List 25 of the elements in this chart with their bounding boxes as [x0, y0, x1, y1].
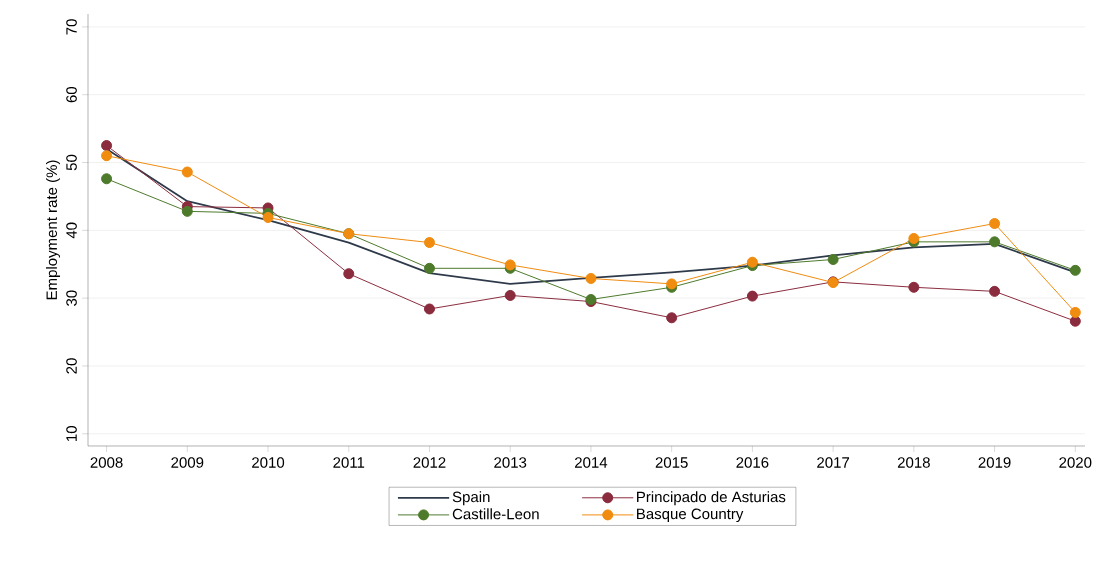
- x-tick-label: 2020: [1059, 457, 1092, 468]
- x-tick-label: 2011: [333, 457, 365, 468]
- legend-label: Principado de Asturias: [637, 491, 786, 506]
- legend-label: Castille-Leon: [452, 508, 539, 520]
- legend-label: Basque Country: [637, 508, 744, 523]
- y-tick-label: 40: [66, 222, 77, 239]
- y-tick-label: 70: [66, 19, 77, 35]
- y-tick-label: 50: [66, 154, 77, 171]
- x-tick-label: 2013: [494, 457, 527, 468]
- y-tick-label: 10: [66, 426, 77, 441]
- y-tick-label: 60: [66, 86, 77, 103]
- y-tick-label: 20: [66, 358, 77, 374]
- legend-label: Spain: [452, 491, 490, 506]
- y-tick-label: 30: [66, 290, 77, 306]
- x-tick-label: 2012: [413, 457, 446, 468]
- x-tick-label: 2019: [978, 457, 1011, 468]
- x-tick-label: 2015: [655, 457, 688, 468]
- x-tick-label: 2017: [817, 457, 850, 468]
- x-tick-label: 2010: [252, 457, 285, 468]
- x-tick-label: 2018: [897, 457, 930, 468]
- x-tick-label: 2014: [575, 457, 608, 468]
- x-tick-label: 2016: [736, 457, 769, 468]
- x-tick-label: 2008: [90, 457, 123, 468]
- x-tick-label: 2009: [171, 457, 204, 468]
- y-axis-title: Employment rate (%): [46, 160, 60, 300]
